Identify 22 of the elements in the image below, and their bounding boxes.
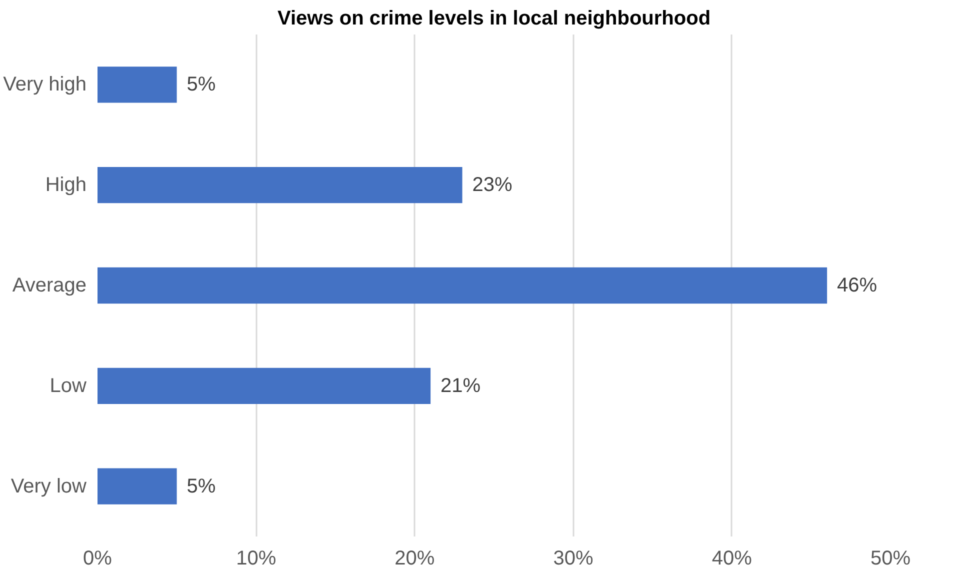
data-label: 21% (440, 374, 481, 397)
data-label: 46% (837, 274, 878, 296)
x-tick-label: 30% (553, 548, 594, 570)
y-tick-label: Very high (3, 74, 86, 96)
x-tick-label: 10% (236, 548, 276, 570)
data-label: 5% (186, 475, 216, 498)
bar (98, 66, 177, 103)
x-tick-label: 0% (83, 548, 112, 570)
bar (98, 468, 177, 504)
y-tick-label: High (45, 174, 87, 196)
y-tick-label: Average (12, 274, 87, 296)
y-tick-label: Very low (10, 475, 88, 498)
x-tick-label: 40% (712, 548, 752, 570)
data-label: 23% (472, 174, 513, 196)
bar (98, 167, 462, 204)
data-label: 5% (186, 74, 216, 96)
x-tick-label: 50% (870, 548, 911, 570)
bar (98, 267, 828, 304)
chart-title: Views on crime levels in local neighbourhood (277, 8, 711, 30)
bar (98, 368, 431, 404)
y-tick-label: Low (50, 374, 88, 397)
x-tick-label: 20% (394, 548, 435, 570)
